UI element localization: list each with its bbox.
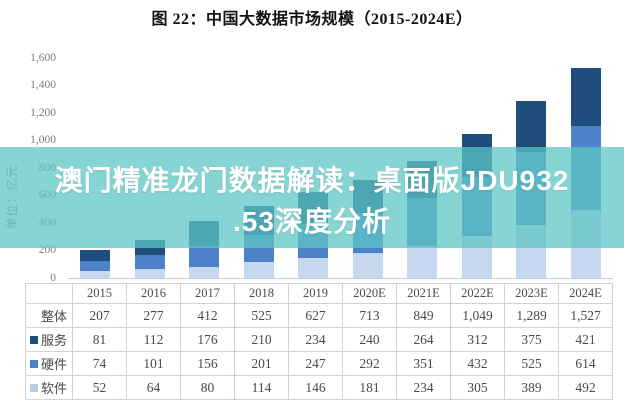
bar-segment-软件-2015 bbox=[80, 270, 111, 278]
table-value-cell: 1,289 bbox=[505, 304, 559, 328]
table-value-cell: 627 bbox=[289, 304, 343, 328]
table-value-cell: 207 bbox=[73, 304, 127, 328]
table-value-cell: 389 bbox=[505, 376, 559, 400]
watermark-text-line2: .53深度分析 bbox=[233, 205, 391, 237]
table-row-label-text: 服务 bbox=[40, 333, 67, 348]
bar-segment-软件-2018 bbox=[243, 262, 274, 278]
bar-segment-服务-2024E bbox=[570, 68, 601, 126]
table-value-cell: 492 bbox=[559, 376, 613, 400]
bar-segment-服务-2023E bbox=[516, 100, 547, 153]
table-value-cell: 201 bbox=[235, 352, 289, 376]
table-year-header: 2021E bbox=[397, 284, 451, 304]
table-row-label-text: 软件 bbox=[40, 381, 67, 396]
legend-marker bbox=[29, 383, 38, 392]
table-year-header: 2024E bbox=[559, 284, 613, 304]
watermark-text-line1: 澳门精准龙门数据解读：桌面版JDU932 bbox=[54, 164, 570, 196]
table-value-cell: 101 bbox=[127, 352, 181, 376]
table-value-cell: 52 bbox=[73, 376, 127, 400]
table-row-label-服务: 服务 bbox=[26, 328, 73, 352]
bar-segment-硬件-2017 bbox=[189, 245, 220, 267]
table-value-cell: 432 bbox=[451, 352, 505, 376]
table-value-cell: 312 bbox=[451, 328, 505, 352]
y-tick-label: 1,000 bbox=[30, 134, 56, 146]
bar-segment-软件-2017 bbox=[189, 267, 220, 278]
watermark-overlay: 澳门精准龙门数据解读：桌面版JDU932 .53深度分析 bbox=[0, 147, 624, 248]
x-axis-line bbox=[68, 278, 613, 279]
table-value-cell: 305 bbox=[451, 376, 505, 400]
table-value-cell: 240 bbox=[343, 328, 397, 352]
table-value-cell: 234 bbox=[289, 328, 343, 352]
table-value-cell: 146 bbox=[289, 376, 343, 400]
table-value-cell: 412 bbox=[181, 304, 235, 328]
table-year-header: 2023E bbox=[505, 284, 559, 304]
table-value-cell: 292 bbox=[343, 352, 397, 376]
table-value-cell: 1,527 bbox=[559, 304, 613, 328]
table-row-label-硬件: 硬件 bbox=[26, 352, 73, 376]
table-value-cell: 156 bbox=[181, 352, 235, 376]
table-value-cell: 849 bbox=[397, 304, 451, 328]
table-value-cell: 74 bbox=[73, 352, 127, 376]
y-tick-label: 1,400 bbox=[30, 79, 56, 91]
table-year-header: 2022E bbox=[451, 284, 505, 304]
bar-segment-硬件-2016 bbox=[134, 255, 165, 270]
table-row-label-软件: 软件 bbox=[26, 376, 73, 400]
bar-segment-硬件-2015 bbox=[80, 260, 111, 271]
legend-marker bbox=[29, 359, 38, 368]
bar-segment-软件-2016 bbox=[134, 269, 165, 278]
table-row-label-text: 硬件 bbox=[40, 357, 67, 372]
table-value-cell: 80 bbox=[181, 376, 235, 400]
bar-segment-软件-2021E bbox=[407, 245, 438, 278]
table-value-cell: 375 bbox=[505, 328, 559, 352]
table-value-cell: 525 bbox=[505, 352, 559, 376]
table-value-cell: 351 bbox=[397, 352, 451, 376]
table-row-label-text: 整体 bbox=[40, 309, 67, 324]
table-year-header: 2017 bbox=[181, 284, 235, 304]
table-row-label-整体: 整体 bbox=[26, 304, 73, 328]
bar-segment-服务-2015 bbox=[80, 249, 111, 261]
y-tick-label: 1,600 bbox=[30, 51, 56, 64]
table-value-cell: 176 bbox=[181, 328, 235, 352]
data-table: 2015 2016 2017 2018 2019 2020E 2021E 2022E 2023E… bbox=[25, 283, 613, 400]
table-corner-cell bbox=[26, 284, 73, 304]
table-year-header: 2015 bbox=[73, 284, 127, 304]
table-value-cell: 247 bbox=[289, 352, 343, 376]
table-value-cell: 114 bbox=[235, 376, 289, 400]
table-value-cell: 81 bbox=[73, 328, 127, 352]
table-year-header: 2020E bbox=[343, 284, 397, 304]
table-year-header: 2016 bbox=[127, 284, 181, 304]
table-value-cell: 614 bbox=[559, 352, 613, 376]
table-value-cell: 181 bbox=[343, 376, 397, 400]
figure-title: 图 22：中国大数据市场规模（2015-2024E） bbox=[151, 11, 473, 28]
legend-marker bbox=[29, 335, 38, 344]
bar-segment-软件-2019 bbox=[298, 257, 329, 278]
bar-segment-软件-2020E bbox=[352, 253, 383, 278]
table-value-cell: 210 bbox=[235, 328, 289, 352]
table-value-cell: 713 bbox=[343, 304, 397, 328]
table-value-cell: 234 bbox=[397, 376, 451, 400]
table-year-header: 2019 bbox=[289, 284, 343, 304]
table-value-cell: 525 bbox=[235, 304, 289, 328]
table-value-cell: 277 bbox=[127, 304, 181, 328]
table-value-cell: 264 bbox=[397, 328, 451, 352]
table-year-header: 2018 bbox=[235, 284, 289, 304]
table-value-cell: 64 bbox=[127, 376, 181, 400]
table-value-cell: 421 bbox=[559, 328, 613, 352]
table-value-cell: 1,049 bbox=[451, 304, 505, 328]
y-tick-label: 0 bbox=[50, 271, 56, 284]
table-value-cell: 112 bbox=[127, 328, 181, 352]
y-tick-label: 1,200 bbox=[30, 106, 56, 119]
